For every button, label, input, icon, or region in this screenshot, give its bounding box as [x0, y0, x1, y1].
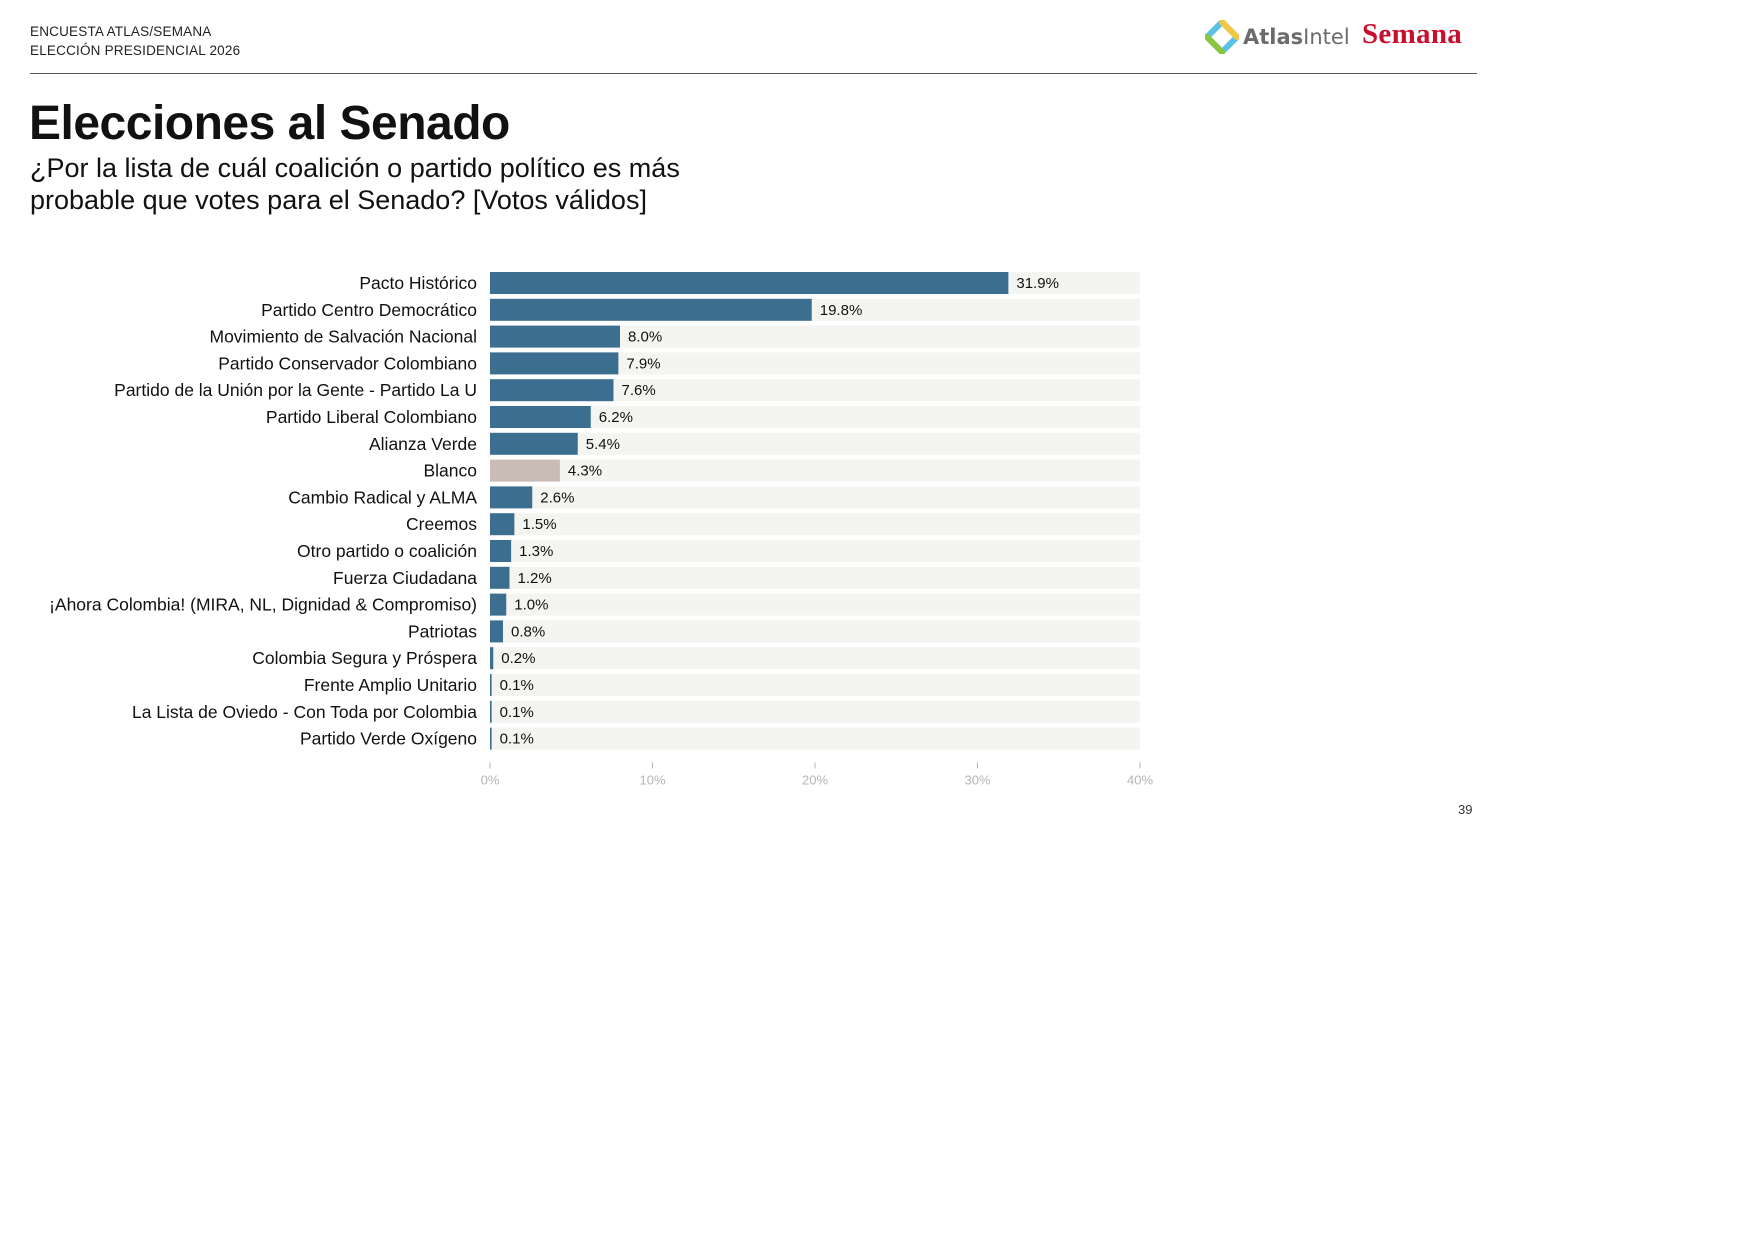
bar-otro-partido-o-coalicion — [490, 540, 512, 562]
bar-track-partido-conservador-colombiano — [490, 352, 1140, 375]
atlas-wordmark: Atlas — [1243, 25, 1304, 49]
bar-partido-conservador-colombiano — [490, 352, 619, 375]
bar-pacto-historico — [490, 272, 1009, 294]
bar-creemos — [490, 513, 515, 536]
bar-chart: Pacto Histórico 31.9% Partido Centro Democ… — [49, 272, 1153, 787]
value-label: 8.0% — [628, 329, 662, 346]
category-label: Blanco — [423, 461, 477, 481]
value-label: 6.2% — [599, 409, 633, 426]
bar-frente-amplio-unitario — [490, 674, 492, 696]
category-label: Alianza Verde — [369, 434, 477, 454]
value-label: 7.9% — [626, 355, 660, 372]
semana-logo: Semana — [1362, 18, 1463, 50]
bar-cambio-radical-y-alma — [490, 486, 533, 509]
category-label: Partido Centro Democrático — [261, 300, 477, 320]
bar-track-colombia-segura-y-prospera — [490, 647, 1140, 670]
value-label: 19.8% — [820, 302, 863, 319]
value-label: 1.5% — [522, 516, 556, 533]
x-tick-label: 10% — [639, 772, 665, 787]
category-label: Partido Liberal Colombiano — [266, 407, 477, 427]
survey-label: ENCUESTA ATLAS/SEMANA ELECCIÓN PRESIDENC… — [30, 22, 240, 60]
x-tick-label: 30% — [964, 772, 990, 787]
category-label: Pacto Histórico — [359, 273, 477, 293]
bar-partido-verde-oxigeno — [490, 727, 492, 750]
bar-track-la-lista-de-oviedo-con-toda-por-colombia — [490, 700, 1140, 723]
category-label: La Lista de Oviedo - Con Toda por Colomb… — [132, 702, 477, 722]
bar-partido-centro-democratico — [490, 298, 812, 321]
bar-la-lista-de-oviedo-con-toda-por-colombia — [490, 700, 492, 723]
value-label: 1.3% — [519, 543, 553, 560]
value-label: 0.1% — [500, 731, 534, 748]
bar-colombia-segura-y-prospera — [490, 647, 494, 670]
bar-track-alianza-verde — [490, 432, 1140, 455]
category-label: Partido de la Unión por la Gente - Parti… — [114, 380, 477, 400]
value-label: 1.2% — [518, 570, 552, 587]
category-label: Partido Conservador Colombiano — [218, 353, 477, 373]
value-label: 0.1% — [500, 704, 534, 721]
x-tick-label: 0% — [481, 772, 500, 787]
value-label: 5.4% — [586, 436, 620, 453]
survey-subtitle: ELECCIÓN PRESIDENCIAL 2026 — [30, 43, 241, 58]
bar-partido-liberal-colombiano — [490, 406, 591, 428]
bar-partido-de-la-union-por-la-gente-partido-la-u — [490, 379, 614, 402]
bar-alianza-verde — [490, 432, 578, 455]
survey-name: ENCUESTA ATLAS/SEMANA — [30, 24, 212, 39]
value-label: 0.2% — [501, 650, 535, 667]
value-label: 0.1% — [500, 677, 534, 694]
bar-patriotas — [490, 620, 503, 643]
bar-track-creemos — [490, 513, 1140, 536]
x-tick-label: 40% — [1127, 772, 1153, 787]
x-tick-label: 20% — [802, 772, 828, 787]
category-label: Creemos — [406, 514, 477, 534]
value-label: 0.8% — [511, 623, 545, 640]
bar-ahora-colombia-mira-nl-dignidad-compromiso — [490, 593, 507, 616]
category-label: Fuerza Ciudadana — [333, 568, 477, 588]
bar-track-partido-verde-oxigeno — [490, 727, 1140, 750]
category-label: Movimiento de Salvación Nacional — [210, 327, 478, 347]
value-label: 7.6% — [622, 382, 656, 399]
value-label: 4.3% — [568, 463, 602, 480]
bar-track-fuerza-ciudadana — [490, 566, 1140, 589]
question-text: ¿Por la lista de cuál coalición o partid… — [30, 153, 680, 215]
category-label: Otro partido o coalición — [297, 541, 477, 561]
bar-track-ahora-colombia-mira-nl-dignidad-compromiso — [490, 593, 1140, 616]
category-label: Cambio Radical y ALMA — [288, 487, 477, 507]
value-label: 1.0% — [514, 597, 548, 614]
atlasintel-logo: AtlasIntel — [1205, 20, 1350, 54]
bar-blanco — [490, 459, 560, 482]
category-label: Patriotas — [408, 621, 477, 641]
value-label: 2.6% — [540, 489, 574, 506]
bar-track-blanco — [490, 459, 1140, 482]
category-label: Partido Verde Oxígeno — [300, 729, 477, 749]
bar-track-movimiento-de-salvacion-nacional — [490, 325, 1140, 348]
category-label: Colombia Segura y Próspera — [252, 648, 477, 668]
atlasintel-icon — [1205, 20, 1239, 54]
category-label: ¡Ahora Colombia! (MIRA, NL, Dignidad & C… — [49, 595, 477, 615]
bar-track-frente-amplio-unitario — [490, 674, 1140, 696]
page-title: Elecciones al Senado — [29, 97, 510, 150]
bar-track-cambio-radical-y-alma — [490, 486, 1140, 509]
bar-track-partido-de-la-union-por-la-gente-partido-la-u — [490, 379, 1140, 402]
bar-fuerza-ciudadana — [490, 566, 510, 589]
bar-movimiento-de-salvacion-nacional — [490, 325, 620, 348]
header-divider — [30, 73, 1477, 74]
bar-track-partido-liberal-colombiano — [490, 406, 1140, 428]
category-label: Frente Amplio Unitario — [304, 675, 477, 695]
value-label: 31.9% — [1016, 275, 1059, 292]
page-number: 39 — [1458, 802, 1473, 817]
bar-track-otro-partido-o-coalicion — [490, 540, 1140, 562]
intel-wordmark: Intel — [1303, 25, 1350, 49]
bar-track-patriotas — [490, 620, 1140, 643]
